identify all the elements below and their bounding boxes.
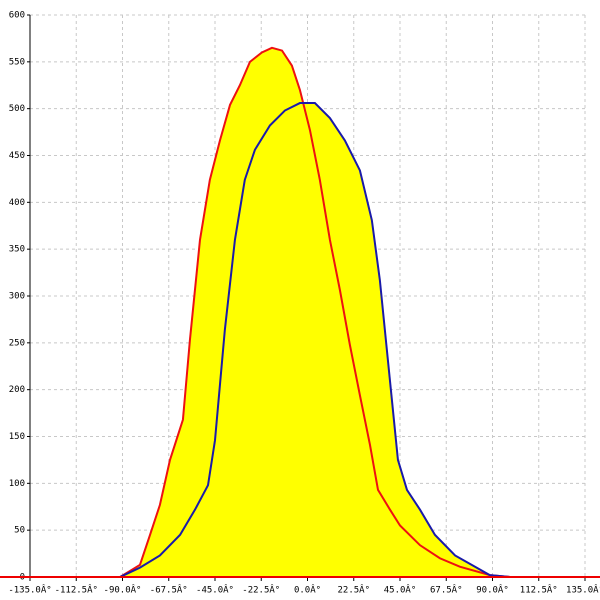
- x-tick-label: 112.5Â°: [520, 584, 558, 596]
- x-tick-label: 22.5Â°: [337, 584, 370, 596]
- x-tick-label: -90.0Â°: [104, 584, 142, 596]
- y-tick-label: 400: [9, 198, 25, 208]
- y-tick-label: 550: [9, 57, 25, 67]
- area-fill: [120, 103, 510, 578]
- y-tick-label: 500: [9, 104, 25, 114]
- y-tick-label: 100: [9, 479, 25, 489]
- x-tick-label: 90.0Â°: [476, 584, 509, 596]
- line: [119, 46, 511, 578]
- x-tick-label: -67.5Â°: [150, 584, 188, 596]
- line: [119, 102, 511, 578]
- x-tick-label: -135.0Â°: [8, 584, 51, 596]
- y-tick-label: 350: [9, 245, 25, 255]
- y-tick-label: 450: [9, 151, 25, 161]
- x-tick-label: -22.5Â°: [242, 584, 280, 596]
- y-tick-label: 150: [9, 432, 25, 442]
- x-tick-label: 0.0Â°: [294, 584, 321, 596]
- x-tick-label: 135.0Â°: [566, 584, 600, 596]
- x-tick-label: 45.0Â°: [384, 584, 417, 596]
- y-tick-label: 300: [9, 292, 25, 302]
- x-tick-label: -112.5Â°: [55, 584, 98, 596]
- y-tick-label: 250: [9, 338, 25, 348]
- x-tick-label: 67.5Â°: [430, 584, 463, 596]
- y-tick-label: 50: [14, 526, 25, 536]
- y-tick-label: 600: [9, 11, 25, 21]
- x-tick-label: -45.0Â°: [196, 584, 234, 596]
- y-tick-label: 200: [9, 385, 25, 395]
